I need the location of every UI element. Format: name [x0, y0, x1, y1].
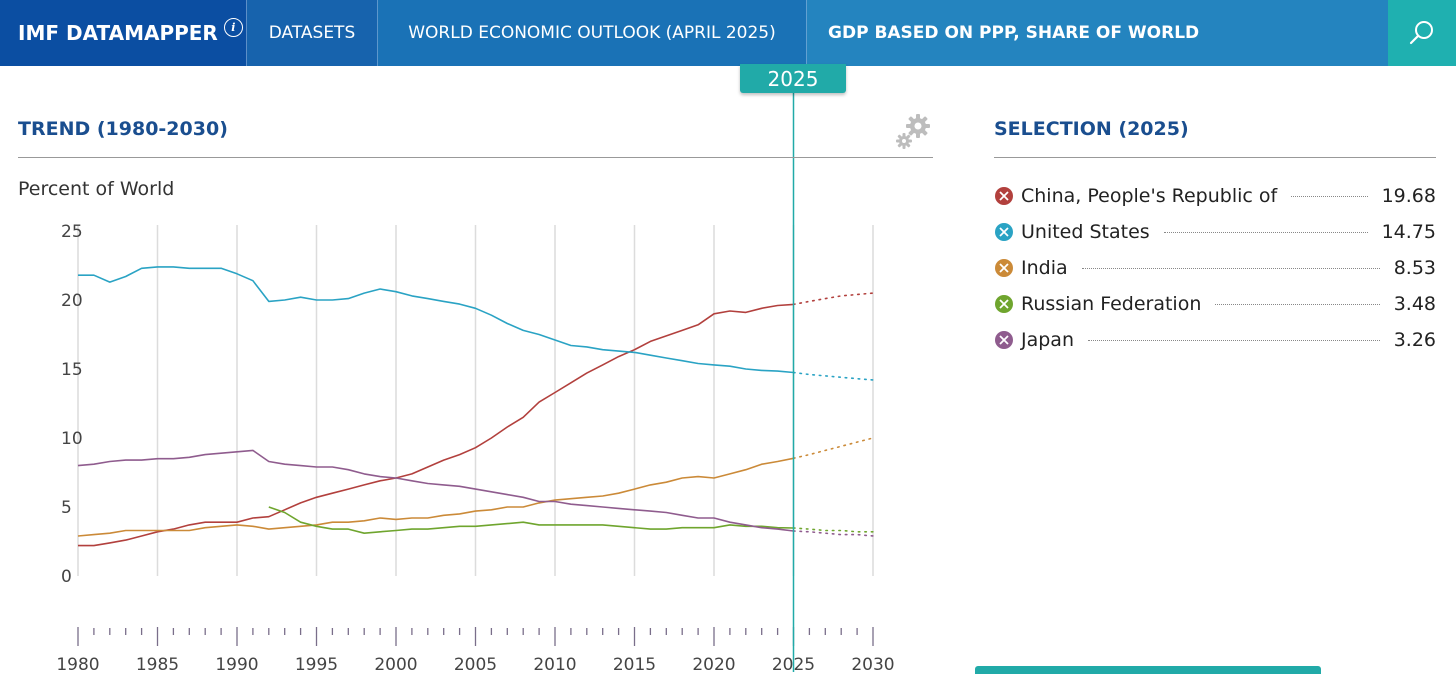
- series-projection-line[interactable]: [792, 530, 874, 537]
- y-tick-label: 0: [61, 567, 72, 587]
- indicator-selector[interactable]: GDP BASED ON PPP, SHARE OF WORLD: [806, 0, 1388, 66]
- series-projection-line[interactable]: [792, 371, 874, 381]
- remove-country-icon[interactable]: [994, 294, 1014, 314]
- leader-dots: [1088, 339, 1380, 341]
- trend-divider: [18, 157, 933, 158]
- selection-row[interactable]: China, People's Republic of 19.68: [994, 178, 1436, 214]
- selection-title: SELECTION (2025): [994, 118, 1189, 140]
- x-tick-label: 2005: [454, 655, 497, 672]
- y-tick-label: 20: [61, 291, 83, 311]
- country-value: 3.48: [1393, 293, 1436, 315]
- y-tick-label: 25: [61, 222, 83, 242]
- series-line[interactable]: [77, 457, 794, 537]
- remove-country-icon[interactable]: [994, 186, 1014, 206]
- x-tick-label: 2015: [613, 655, 656, 672]
- remove-country-icon[interactable]: [994, 222, 1014, 242]
- country-name[interactable]: India: [1021, 257, 1068, 279]
- series-projection-line[interactable]: [792, 527, 874, 533]
- bottom-action-button[interactable]: [975, 666, 1321, 674]
- top-nav-bar: IMF DATAMAPPER i DATASETS WORLD ECONOMIC…: [0, 0, 1456, 66]
- x-tick-label: 1990: [215, 655, 258, 672]
- x-tick-label: 2030: [851, 655, 894, 672]
- leader-dots: [1291, 195, 1368, 197]
- y-tick-label: 5: [61, 498, 72, 518]
- trend-title: TREND (1980-2030): [18, 118, 228, 140]
- year-slider-handle[interactable]: 2025: [740, 64, 846, 93]
- y-tick-label: 10: [61, 429, 83, 449]
- y-axis-label: Percent of World: [18, 178, 175, 200]
- remove-country-icon[interactable]: [994, 330, 1014, 350]
- country-value: 8.53: [1393, 257, 1436, 279]
- selection-row[interactable]: Japan 3.26: [994, 322, 1436, 358]
- country-name[interactable]: Russian Federation: [1021, 293, 1202, 315]
- brand-link[interactable]: IMF DATAMAPPER i: [0, 0, 246, 66]
- x-tick-label: 1985: [136, 655, 179, 672]
- settings-gear-icon[interactable]: [893, 112, 933, 152]
- x-tick-label: 2000: [374, 655, 417, 672]
- datasets-button[interactable]: DATASETS: [246, 0, 377, 66]
- search-icon: [1409, 21, 1433, 45]
- selection-legend: China, People's Republic of 19.68 United S…: [994, 178, 1436, 358]
- country-value: 19.68: [1381, 185, 1436, 207]
- selection-row[interactable]: Russian Federation 3.48: [994, 286, 1436, 322]
- series-projection-line[interactable]: [792, 437, 874, 460]
- x-tick-label: 2010: [533, 655, 576, 672]
- leader-dots: [1163, 231, 1368, 233]
- country-name[interactable]: Japan: [1021, 329, 1074, 351]
- selection-divider: [994, 157, 1436, 158]
- leader-dots: [1215, 303, 1380, 305]
- y-tick-label: 15: [61, 360, 83, 380]
- country-name[interactable]: China, People's Republic of: [1021, 185, 1278, 207]
- info-icon[interactable]: i: [223, 17, 243, 37]
- remove-country-icon[interactable]: [994, 258, 1014, 278]
- series-projection-line[interactable]: [792, 292, 874, 306]
- country-value: 3.26: [1393, 329, 1436, 351]
- search-button[interactable]: [1388, 0, 1456, 66]
- country-value: 14.75: [1381, 221, 1436, 243]
- brand-title: IMF DATAMAPPER: [18, 21, 218, 45]
- selection-row[interactable]: India 8.53: [994, 250, 1436, 286]
- dataset-selector[interactable]: WORLD ECONOMIC OUTLOOK (APRIL 2025): [377, 0, 806, 66]
- series-line[interactable]: [78, 266, 794, 374]
- selection-row[interactable]: United States 14.75: [994, 214, 1436, 250]
- country-name[interactable]: United States: [1021, 221, 1150, 243]
- x-tick-label: 1995: [295, 655, 338, 672]
- x-tick-label: 1980: [56, 655, 99, 672]
- series-line[interactable]: [77, 449, 794, 532]
- series-line[interactable]: [78, 303, 794, 547]
- x-tick-label: 2020: [692, 655, 735, 672]
- series-line[interactable]: [268, 506, 794, 535]
- leader-dots: [1081, 267, 1380, 269]
